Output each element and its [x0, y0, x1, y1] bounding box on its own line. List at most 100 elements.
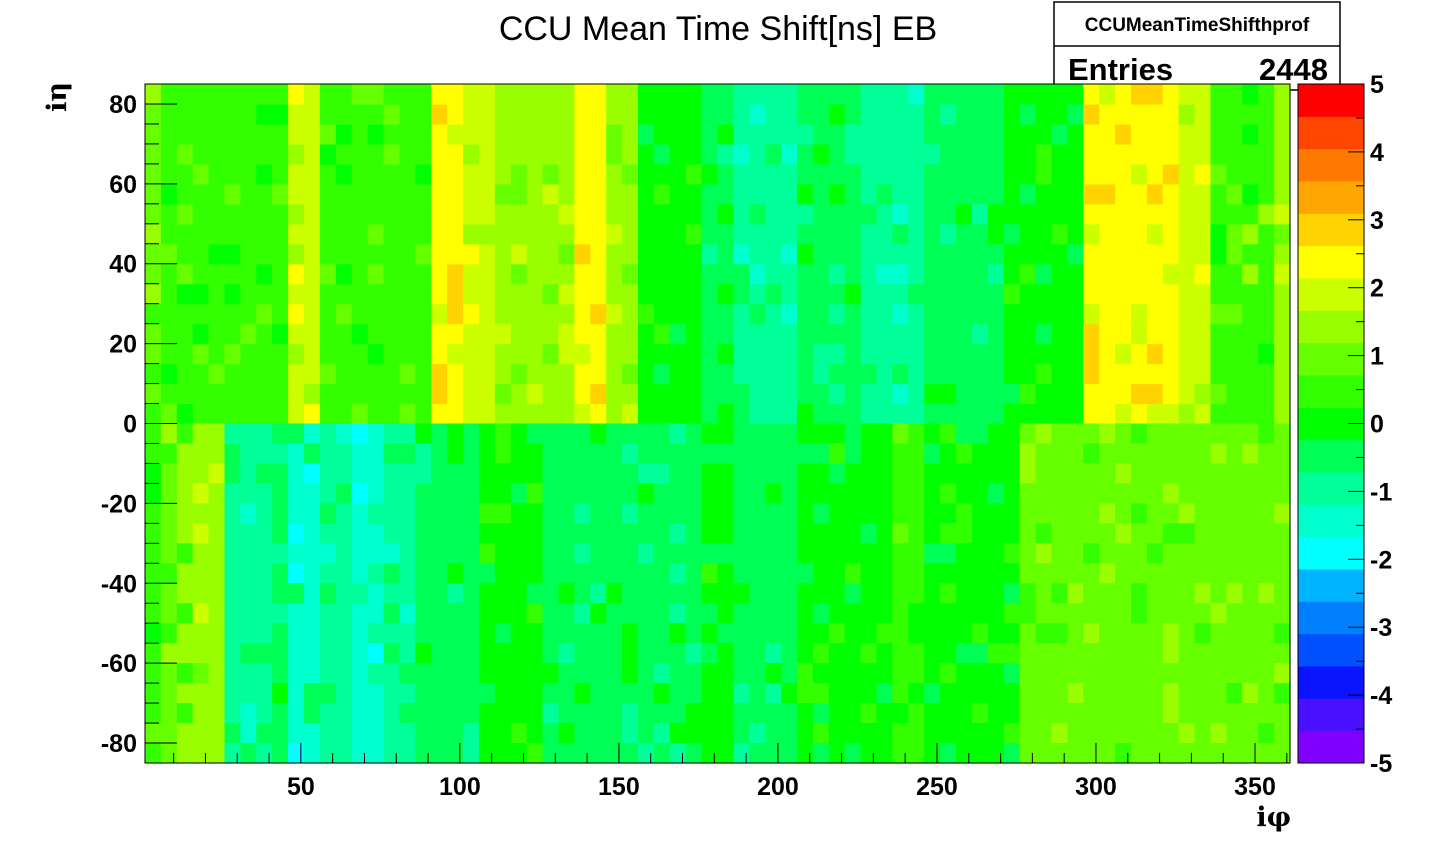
- heatmap-cell: [653, 603, 671, 624]
- heatmap-cell: [1146, 423, 1164, 445]
- heatmap-cell: [1130, 683, 1148, 704]
- heatmap-cell: [1258, 343, 1275, 365]
- heatmap-cell: [208, 84, 226, 105]
- heatmap-cell: [924, 483, 941, 504]
- heatmap-cell: [574, 263, 591, 285]
- heatmap-cell: [1099, 603, 1116, 624]
- heatmap-cell: [192, 323, 210, 345]
- heatmap-cell: [637, 163, 655, 185]
- heatmap-cell: [304, 303, 321, 325]
- heatmap-cell: [844, 283, 862, 305]
- heatmap-cell: [526, 483, 544, 504]
- heatmap-cell: [288, 203, 305, 225]
- heatmap-cell: [208, 383, 226, 405]
- heatmap-cell: [335, 543, 353, 564]
- heatmap-cell: [399, 183, 416, 205]
- heatmap-cell: [431, 403, 448, 425]
- heatmap-cell: [860, 403, 878, 425]
- heatmap-cell: [1178, 503, 1196, 524]
- heatmap-cell: [145, 183, 162, 205]
- heatmap-cell: [781, 303, 798, 325]
- heatmap-cell: [335, 643, 353, 664]
- heatmap-cell: [1194, 363, 1212, 385]
- heatmap-cell: [1067, 203, 1084, 225]
- heatmap-cell: [1162, 463, 1180, 485]
- heatmap-cell: [145, 743, 162, 764]
- heatmap-cell: [399, 483, 416, 504]
- heatmap-cell: [1242, 283, 1259, 305]
- heatmap-cell: [415, 143, 432, 165]
- heatmap-cell: [844, 603, 862, 624]
- heatmap-cell: [1274, 723, 1291, 744]
- heatmap-cell: [637, 103, 655, 125]
- heatmap-cell: [1210, 343, 1227, 365]
- heatmap-cell: [781, 223, 798, 245]
- heatmap-cell: [701, 503, 719, 524]
- heatmap-cell: [956, 183, 973, 205]
- heatmap-cell: [510, 403, 528, 425]
- heatmap-cell: [1194, 123, 1212, 145]
- heatmap-cell: [542, 543, 560, 564]
- heatmap-cell: [574, 503, 591, 524]
- heatmap-cell: [701, 263, 719, 285]
- heatmap-cell: [1019, 383, 1037, 405]
- heatmap-cell: [160, 683, 178, 704]
- heatmap-cell: [431, 203, 448, 225]
- heatmap-cell: [622, 323, 639, 345]
- heatmap-cell: [383, 483, 401, 504]
- heatmap-cell: [272, 203, 289, 225]
- heatmap-cell: [1178, 183, 1196, 205]
- heatmap-cell: [272, 603, 289, 624]
- heatmap-cell: [749, 323, 766, 345]
- heatmap-cell: [304, 143, 321, 165]
- heatmap-cell: [797, 223, 814, 245]
- heatmap-cell: [1115, 123, 1132, 145]
- heatmap-cell: [653, 123, 671, 145]
- heatmap-cell: [367, 523, 385, 544]
- heatmap-cell: [256, 463, 273, 485]
- heatmap-cell: [940, 143, 957, 165]
- heatmap-cell: [1035, 123, 1053, 145]
- heatmap-cell: [145, 503, 162, 524]
- heatmap-cell: [749, 263, 766, 285]
- heatmap-cell: [1035, 243, 1053, 265]
- heatmap-cell: [1146, 383, 1164, 405]
- heatmap-cell: [367, 403, 385, 425]
- heatmap-cell: [447, 303, 464, 325]
- heatmap-cell: [415, 84, 432, 105]
- heatmap-cell: [383, 403, 401, 425]
- heatmap-cell: [415, 343, 432, 365]
- heatmap-cell: [383, 723, 401, 744]
- heatmap-cell: [701, 303, 719, 325]
- heatmap-cell: [288, 523, 305, 544]
- heatmap-cell: [367, 203, 385, 225]
- heatmap-cell: [192, 723, 210, 744]
- heatmap-cell: [463, 203, 480, 225]
- heatmap-cell: [781, 643, 798, 664]
- heatmap-cell: [1242, 643, 1259, 664]
- heatmap-cell: [1083, 203, 1100, 225]
- heatmap-cell: [1146, 723, 1164, 744]
- heatmap-cell: [574, 583, 591, 604]
- heatmap-cell: [622, 183, 639, 205]
- heatmap-cell: [685, 203, 703, 225]
- heatmap-cell: [463, 303, 480, 325]
- heatmap-cell: [160, 383, 178, 405]
- heatmap-cell: [208, 643, 226, 664]
- heatmap-cell: [1194, 303, 1212, 325]
- heatmap-cell: [1210, 403, 1227, 425]
- heatmap-cell: [622, 663, 639, 684]
- heatmap-cell: [1242, 463, 1259, 485]
- color-scale-band: [1298, 245, 1364, 279]
- heatmap-cell: [1226, 283, 1243, 305]
- y-tick-label: -80: [101, 730, 137, 758]
- heatmap-cell: [1083, 403, 1100, 425]
- heatmap-cell: [781, 483, 798, 504]
- heatmap-cell: [1178, 543, 1196, 564]
- heatmap-cell: [256, 143, 273, 165]
- heatmap-cell: [971, 343, 989, 365]
- heatmap-cell: [1083, 703, 1100, 724]
- heatmap-cell: [1099, 543, 1116, 564]
- heatmap-cell: [288, 383, 305, 405]
- heatmap-cell: [1162, 723, 1180, 744]
